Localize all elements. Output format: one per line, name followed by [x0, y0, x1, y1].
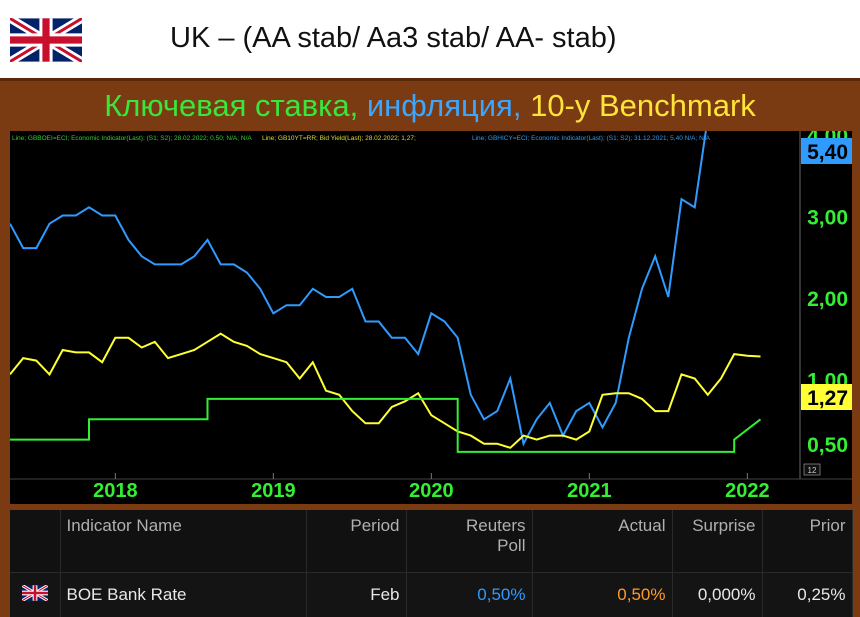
column-header-reuters-poll[interactable]: ReutersPoll	[406, 510, 532, 573]
column-header-period[interactable]: Period	[306, 510, 406, 573]
x-tick-label: 2018	[93, 480, 138, 502]
column-header-surprise[interactable]: Surprise	[672, 510, 762, 573]
info-yield: Line; GB10YT=RR; Bid Yield(Last); 28.02.…	[262, 135, 416, 142]
chart-panel: Line; GBBOEI=ECI; Economic Indicator(Las…	[10, 131, 852, 504]
column-header-indicator[interactable]: Indicator Name	[60, 510, 306, 573]
subtitle-benchmark: 10-у Benchmark	[530, 88, 756, 123]
table-header-row: Indicator Name Period ReutersPoll Actual…	[10, 510, 852, 573]
line-chart: Line; GBBOEI=ECI; Economic Indicator(Las…	[10, 131, 852, 504]
cell-prior: 0,25%	[762, 573, 852, 617]
column-header-prior[interactable]: Prior	[762, 510, 852, 573]
x-tick-label: 2019	[251, 480, 296, 502]
column-header-actual[interactable]: Actual	[532, 510, 672, 573]
x-tick-label: 2020	[409, 480, 454, 502]
flag-column-header	[10, 510, 60, 573]
indicator-table: Indicator Name Period ReutersPoll Actual…	[10, 510, 853, 617]
chart-subtitle: Ключевая ставка, инфляция, 10-у Benchmar…	[0, 88, 860, 124]
info-inflation: Line; GBHICY=ECI; Economic Indicator(Las…	[472, 135, 711, 142]
row-flag-cell	[10, 573, 60, 617]
cell-indicator: BOE Bank Rate	[60, 573, 306, 617]
y-tick-label: 2,00	[807, 288, 848, 311]
title-bar: UK – (AA stab/ Aa3 stab/ AA- stab)	[0, 0, 860, 80]
reuters-line2: Poll	[497, 536, 525, 555]
table-row[interactable]: BOE Bank Rate Feb 0,50% 0,50% 0,000% 0,2…	[10, 573, 852, 617]
uk-flag-icon	[10, 18, 82, 62]
x-tick-label: 2022	[725, 480, 770, 502]
axis-note-text: 12	[808, 466, 817, 475]
indicator-table-panel: Indicator Name Period ReutersPoll Actual…	[10, 510, 852, 614]
cell-surprise: 0,000%	[672, 573, 762, 617]
info-bank-rate: Line; GBBOEI=ECI; Economic Indicator(Las…	[12, 135, 252, 142]
subtitle-inflation: инфляция,	[367, 88, 522, 123]
page-title: UK – (AA stab/ Aa3 stab/ AA- stab)	[170, 22, 617, 55]
divider	[0, 78, 860, 81]
series-line-bank_rate	[10, 399, 761, 452]
reuters-line1: Reuters	[466, 516, 526, 535]
cell-actual: 0,50%	[532, 573, 672, 617]
series-line-inflation	[10, 131, 734, 444]
y-tick-label: 3,00	[807, 207, 848, 230]
uk-flag-icon	[22, 585, 48, 601]
series-line-yield	[10, 334, 761, 448]
last-value-badge-bank_rate: 0,50	[807, 434, 848, 457]
x-tick-label: 2021	[567, 480, 612, 502]
last-value-badge-yield: 1,27	[807, 387, 848, 410]
cell-period: Feb	[306, 573, 406, 617]
last-value-badge-inflation: 5,40	[807, 141, 848, 164]
subtitle-key-rate: Ключевая ставка,	[104, 88, 358, 123]
cell-reuters-poll: 0,50%	[406, 573, 532, 617]
